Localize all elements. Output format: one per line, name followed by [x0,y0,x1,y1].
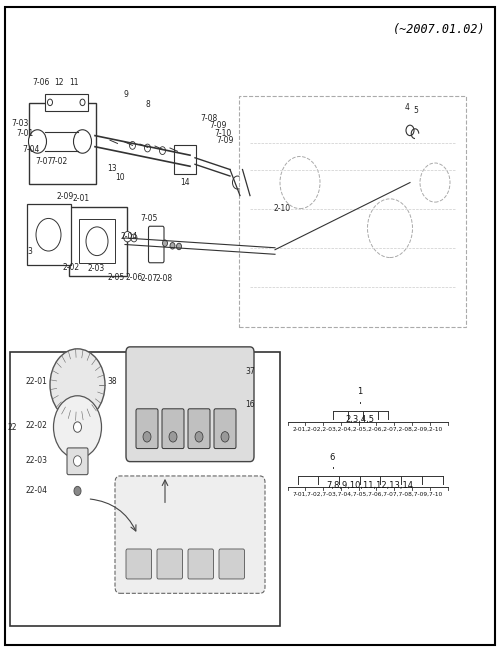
Circle shape [54,396,102,458]
FancyBboxPatch shape [68,207,126,276]
Circle shape [169,432,177,442]
Text: 10: 10 [115,173,125,183]
Text: 7-06: 7-06 [32,78,50,87]
Circle shape [74,130,92,153]
Text: 2,3,4,5: 2,3,4,5 [346,415,374,424]
FancyBboxPatch shape [188,549,214,579]
FancyBboxPatch shape [157,549,182,579]
Text: 4: 4 [405,103,410,112]
Text: 7,8,9,10,11,12,13,14: 7,8,9,10,11,12,13,14 [326,481,414,490]
Text: 1: 1 [358,387,362,396]
FancyBboxPatch shape [67,448,88,475]
Circle shape [124,231,132,242]
Text: 7-01,7-02,7-03,7-04,7-05,7-06,7-07,7-08,7-09,7-10: 7-01,7-02,7-03,7-04,7-05,7-06,7-07,7-08,… [292,492,442,497]
Text: 13: 13 [108,164,118,173]
Circle shape [74,422,82,432]
Text: 7-03: 7-03 [12,119,28,128]
Circle shape [50,349,105,421]
Text: 37: 37 [245,367,255,376]
Text: 2-01,2-02,2-03,2-04,2-05,2-06,2-07,2-08,2-09,2-10: 2-01,2-02,2-03,2-04,2-05,2-06,2-07,2-08,… [292,426,442,432]
Circle shape [143,432,151,442]
Text: 7-05: 7-05 [140,214,158,223]
Text: 38: 38 [107,377,117,386]
Bar [10,352,280,626]
FancyBboxPatch shape [126,347,254,462]
Text: 2-05: 2-05 [108,273,124,282]
Text: 22-04: 22-04 [26,486,48,495]
Circle shape [80,99,85,106]
Text: 22-02: 22-02 [26,421,48,430]
FancyBboxPatch shape [29,103,96,184]
Circle shape [221,432,229,442]
Text: 22: 22 [8,422,17,432]
Circle shape [368,199,412,258]
FancyBboxPatch shape [126,549,152,579]
Text: 22-03: 22-03 [26,456,48,465]
Text: 9: 9 [124,90,128,99]
FancyBboxPatch shape [26,204,71,265]
FancyBboxPatch shape [174,145,196,174]
Text: 22-01: 22-01 [26,377,48,386]
Circle shape [232,176,242,189]
Circle shape [36,218,61,251]
Text: 2-08: 2-08 [156,274,172,283]
Circle shape [144,144,150,152]
FancyBboxPatch shape [162,409,184,449]
Text: 2-01: 2-01 [73,194,90,203]
FancyBboxPatch shape [148,226,164,263]
Text: 16: 16 [245,400,255,409]
Text: 2-02: 2-02 [63,263,80,272]
Circle shape [246,181,254,190]
Text: 8: 8 [145,100,150,109]
Circle shape [74,456,82,466]
FancyBboxPatch shape [136,409,158,449]
Circle shape [195,432,203,442]
Text: 14: 14 [180,178,190,187]
Text: 2-04: 2-04 [120,231,138,241]
FancyBboxPatch shape [219,549,244,579]
Text: 7-02: 7-02 [50,156,68,166]
Circle shape [86,227,108,256]
Circle shape [406,125,414,136]
Text: 2-06: 2-06 [126,273,142,282]
Text: 7-01: 7-01 [16,129,34,138]
Text: 5: 5 [414,106,418,115]
FancyBboxPatch shape [188,409,210,449]
FancyBboxPatch shape [214,409,236,449]
Text: 7-08: 7-08 [200,114,218,123]
Text: 12: 12 [54,78,64,87]
Text: (~2007.01.02): (~2007.01.02) [392,23,485,36]
Circle shape [28,130,46,153]
FancyBboxPatch shape [78,219,116,263]
Text: 7-10: 7-10 [214,128,231,138]
Circle shape [130,141,136,149]
Text: 7-09: 7-09 [210,121,226,130]
Circle shape [170,243,175,249]
Text: 7-09: 7-09 [216,136,234,145]
Text: 2-10: 2-10 [274,204,291,213]
Text: 3: 3 [28,246,32,256]
Circle shape [74,486,81,496]
Circle shape [48,99,52,106]
Circle shape [280,156,320,209]
Circle shape [160,147,166,155]
Circle shape [131,234,137,242]
Circle shape [162,240,168,246]
FancyBboxPatch shape [115,476,265,593]
Circle shape [176,243,182,250]
Text: 7-04: 7-04 [22,145,40,155]
Text: 6: 6 [330,452,335,462]
Circle shape [420,163,450,202]
Text: 11: 11 [69,78,79,87]
Text: 2-03: 2-03 [88,264,104,273]
Text: 7-07: 7-07 [36,156,52,166]
Text: 2-09: 2-09 [56,192,74,201]
FancyBboxPatch shape [44,94,88,111]
FancyBboxPatch shape [239,96,466,327]
Text: 2-07: 2-07 [140,274,158,283]
